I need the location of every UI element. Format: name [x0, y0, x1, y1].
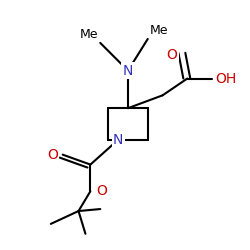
- Text: Me: Me: [80, 28, 98, 41]
- Text: N: N: [113, 133, 123, 147]
- Text: OH: OH: [215, 72, 236, 86]
- Text: O: O: [47, 148, 58, 162]
- Text: N: N: [123, 64, 133, 78]
- Text: O: O: [96, 184, 107, 198]
- Text: Me: Me: [150, 24, 168, 37]
- Text: O: O: [166, 48, 177, 62]
